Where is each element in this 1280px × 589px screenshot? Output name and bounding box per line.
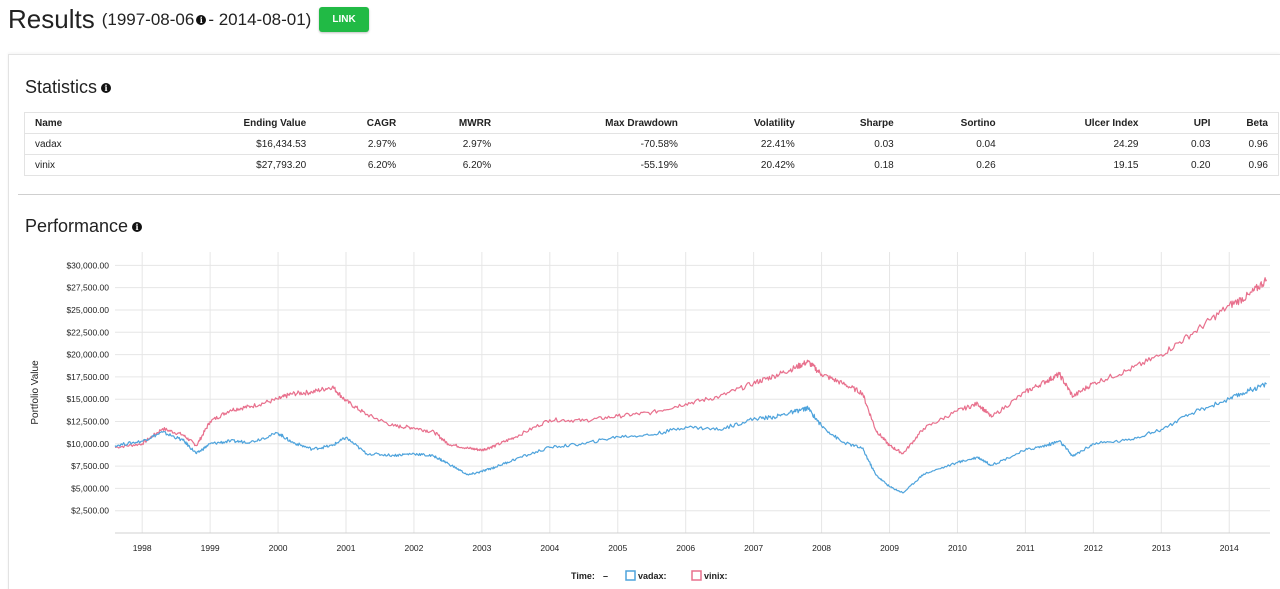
- table-cell: 0.26: [903, 154, 1006, 176]
- y-tick-label: $2,500.00: [71, 506, 109, 516]
- table-cell: $27,793.20: [121, 154, 317, 176]
- section-divider: [18, 194, 1280, 195]
- legend-swatch: [691, 570, 702, 581]
- column-header: MWRR: [406, 112, 502, 134]
- table-cell: 2.97%: [316, 133, 407, 155]
- x-tick-label: 2004: [540, 543, 559, 553]
- column-header: Volatility: [687, 112, 805, 134]
- results-card: [8, 54, 1280, 589]
- statistics-info-icon[interactable]: i: [101, 82, 112, 93]
- y-tick-label: $5,000.00: [71, 483, 109, 493]
- y-tick-label: $20,000.00: [66, 350, 109, 360]
- x-tick-label: 1998: [133, 543, 152, 553]
- column-header: UPI: [1148, 112, 1221, 134]
- x-tick-label: 2012: [1084, 543, 1103, 553]
- y-tick-label: $7,500.00: [71, 461, 109, 471]
- table-cell: 22.41%: [687, 133, 805, 155]
- y-tick-label: $15,000.00: [66, 394, 109, 404]
- x-tick-label: 2002: [404, 543, 423, 553]
- statistics-title: Statistics i: [25, 77, 113, 98]
- x-tick-label: 2011: [1016, 543, 1035, 553]
- page-title: Results: [8, 3, 95, 34]
- x-tick-label: 2013: [1152, 543, 1171, 553]
- legend-time-label: Time:: [571, 571, 595, 581]
- table-header-row: Name Ending Value CAGR MWRR Max Drawdown…: [24, 112, 1279, 134]
- table-cell: 0.20: [1148, 154, 1221, 176]
- performance-title: Performance i: [25, 216, 144, 237]
- y-tick-label: $10,000.00: [66, 439, 109, 449]
- x-tick-label: 2001: [337, 543, 356, 553]
- table-cell: vadax: [24, 133, 122, 155]
- legend-entry: vinix:: [704, 571, 728, 581]
- x-tick-label: 2003: [472, 543, 491, 553]
- performance-chart[interactable]: $2,500.00 $5,000.00 $7,500.00 $10,000.00 $12…: [0, 240, 1280, 589]
- performance-info-icon[interactable]: i: [132, 221, 143, 232]
- column-header: Max Drawdown: [501, 112, 688, 134]
- column-header: Ending Value: [121, 112, 317, 134]
- table-cell: -70.58%: [501, 133, 688, 155]
- legend-entry: vadax:: [638, 571, 667, 581]
- results-header: Results (1997-08-06 i - 2014-08-01) LINK: [8, 3, 369, 35]
- x-tick-label: 2008: [812, 543, 831, 553]
- x-tick-label: 2000: [269, 543, 288, 553]
- table-cell: 6.20%: [316, 154, 407, 176]
- table-row: vinix $27,793.20 6.20% 6.20% -55.19% 20.…: [24, 154, 1279, 176]
- y-tick-label: $12,500.00: [66, 416, 109, 426]
- table-cell: 0.04: [903, 133, 1006, 155]
- column-header: Sharpe: [804, 112, 904, 134]
- table-cell: 0.96: [1220, 154, 1279, 176]
- legend-swatch: [625, 570, 636, 581]
- x-tick-label: 2014: [1220, 543, 1239, 553]
- column-header: Sortino: [903, 112, 1006, 134]
- table-cell: 0.03: [804, 133, 904, 155]
- y-tick-label: $27,500.00: [66, 283, 109, 293]
- table-cell: 0.96: [1220, 133, 1279, 155]
- column-header: Beta: [1220, 112, 1279, 134]
- table-cell: $16,434.53: [121, 133, 317, 155]
- column-header: Ulcer Index: [1005, 112, 1149, 134]
- series-line-vinix: [114, 277, 1268, 455]
- table-cell: 24.29: [1005, 133, 1149, 155]
- x-tick-label: 2009: [880, 543, 899, 553]
- y-axis-label: Portfolio Value: [30, 360, 41, 425]
- column-header: Name: [24, 112, 122, 134]
- table-cell: 20.42%: [687, 154, 805, 176]
- range-end: - 2014-08-01): [208, 10, 312, 29]
- info-icon[interactable]: i: [196, 15, 207, 25]
- x-tick-label: 2006: [676, 543, 695, 553]
- table-cell: 2.97%: [406, 133, 502, 155]
- statistics-table: Name Ending Value CAGR MWRR Max Drawdown…: [24, 112, 1279, 176]
- table-cell: 19.15: [1005, 154, 1149, 176]
- y-tick-label: $17,500.00: [66, 372, 109, 382]
- table-cell: -55.19%: [501, 154, 688, 176]
- table-cell: 0.18: [804, 154, 904, 176]
- series-line-vadax: [114, 382, 1267, 494]
- x-tick-label: 2005: [608, 543, 627, 553]
- y-tick-label: $30,000.00: [66, 260, 109, 270]
- link-button[interactable]: LINK: [319, 6, 369, 32]
- range-start: (1997-08-06: [101, 10, 195, 29]
- table-cell: 6.20%: [406, 154, 502, 176]
- table-cell: 0.03: [1148, 133, 1221, 155]
- table-cell: vinix: [24, 154, 122, 176]
- statistics-title-text: Statistics: [25, 77, 98, 97]
- table-row: vadax $16,434.53 2.97% 2.97% -70.58% 22.…: [24, 133, 1279, 155]
- legend-time-value: –: [603, 571, 608, 581]
- x-tick-label: 2010: [948, 543, 967, 553]
- performance-title-text: Performance: [25, 216, 129, 236]
- x-tick-label: 1999: [201, 543, 220, 553]
- y-tick-label: $25,000.00: [66, 305, 109, 315]
- y-tick-label: $22,500.00: [66, 327, 109, 337]
- date-range: (1997-08-06 i - 2014-08-01): [102, 10, 312, 30]
- column-header: CAGR: [316, 112, 407, 134]
- x-tick-label: 2007: [744, 543, 763, 553]
